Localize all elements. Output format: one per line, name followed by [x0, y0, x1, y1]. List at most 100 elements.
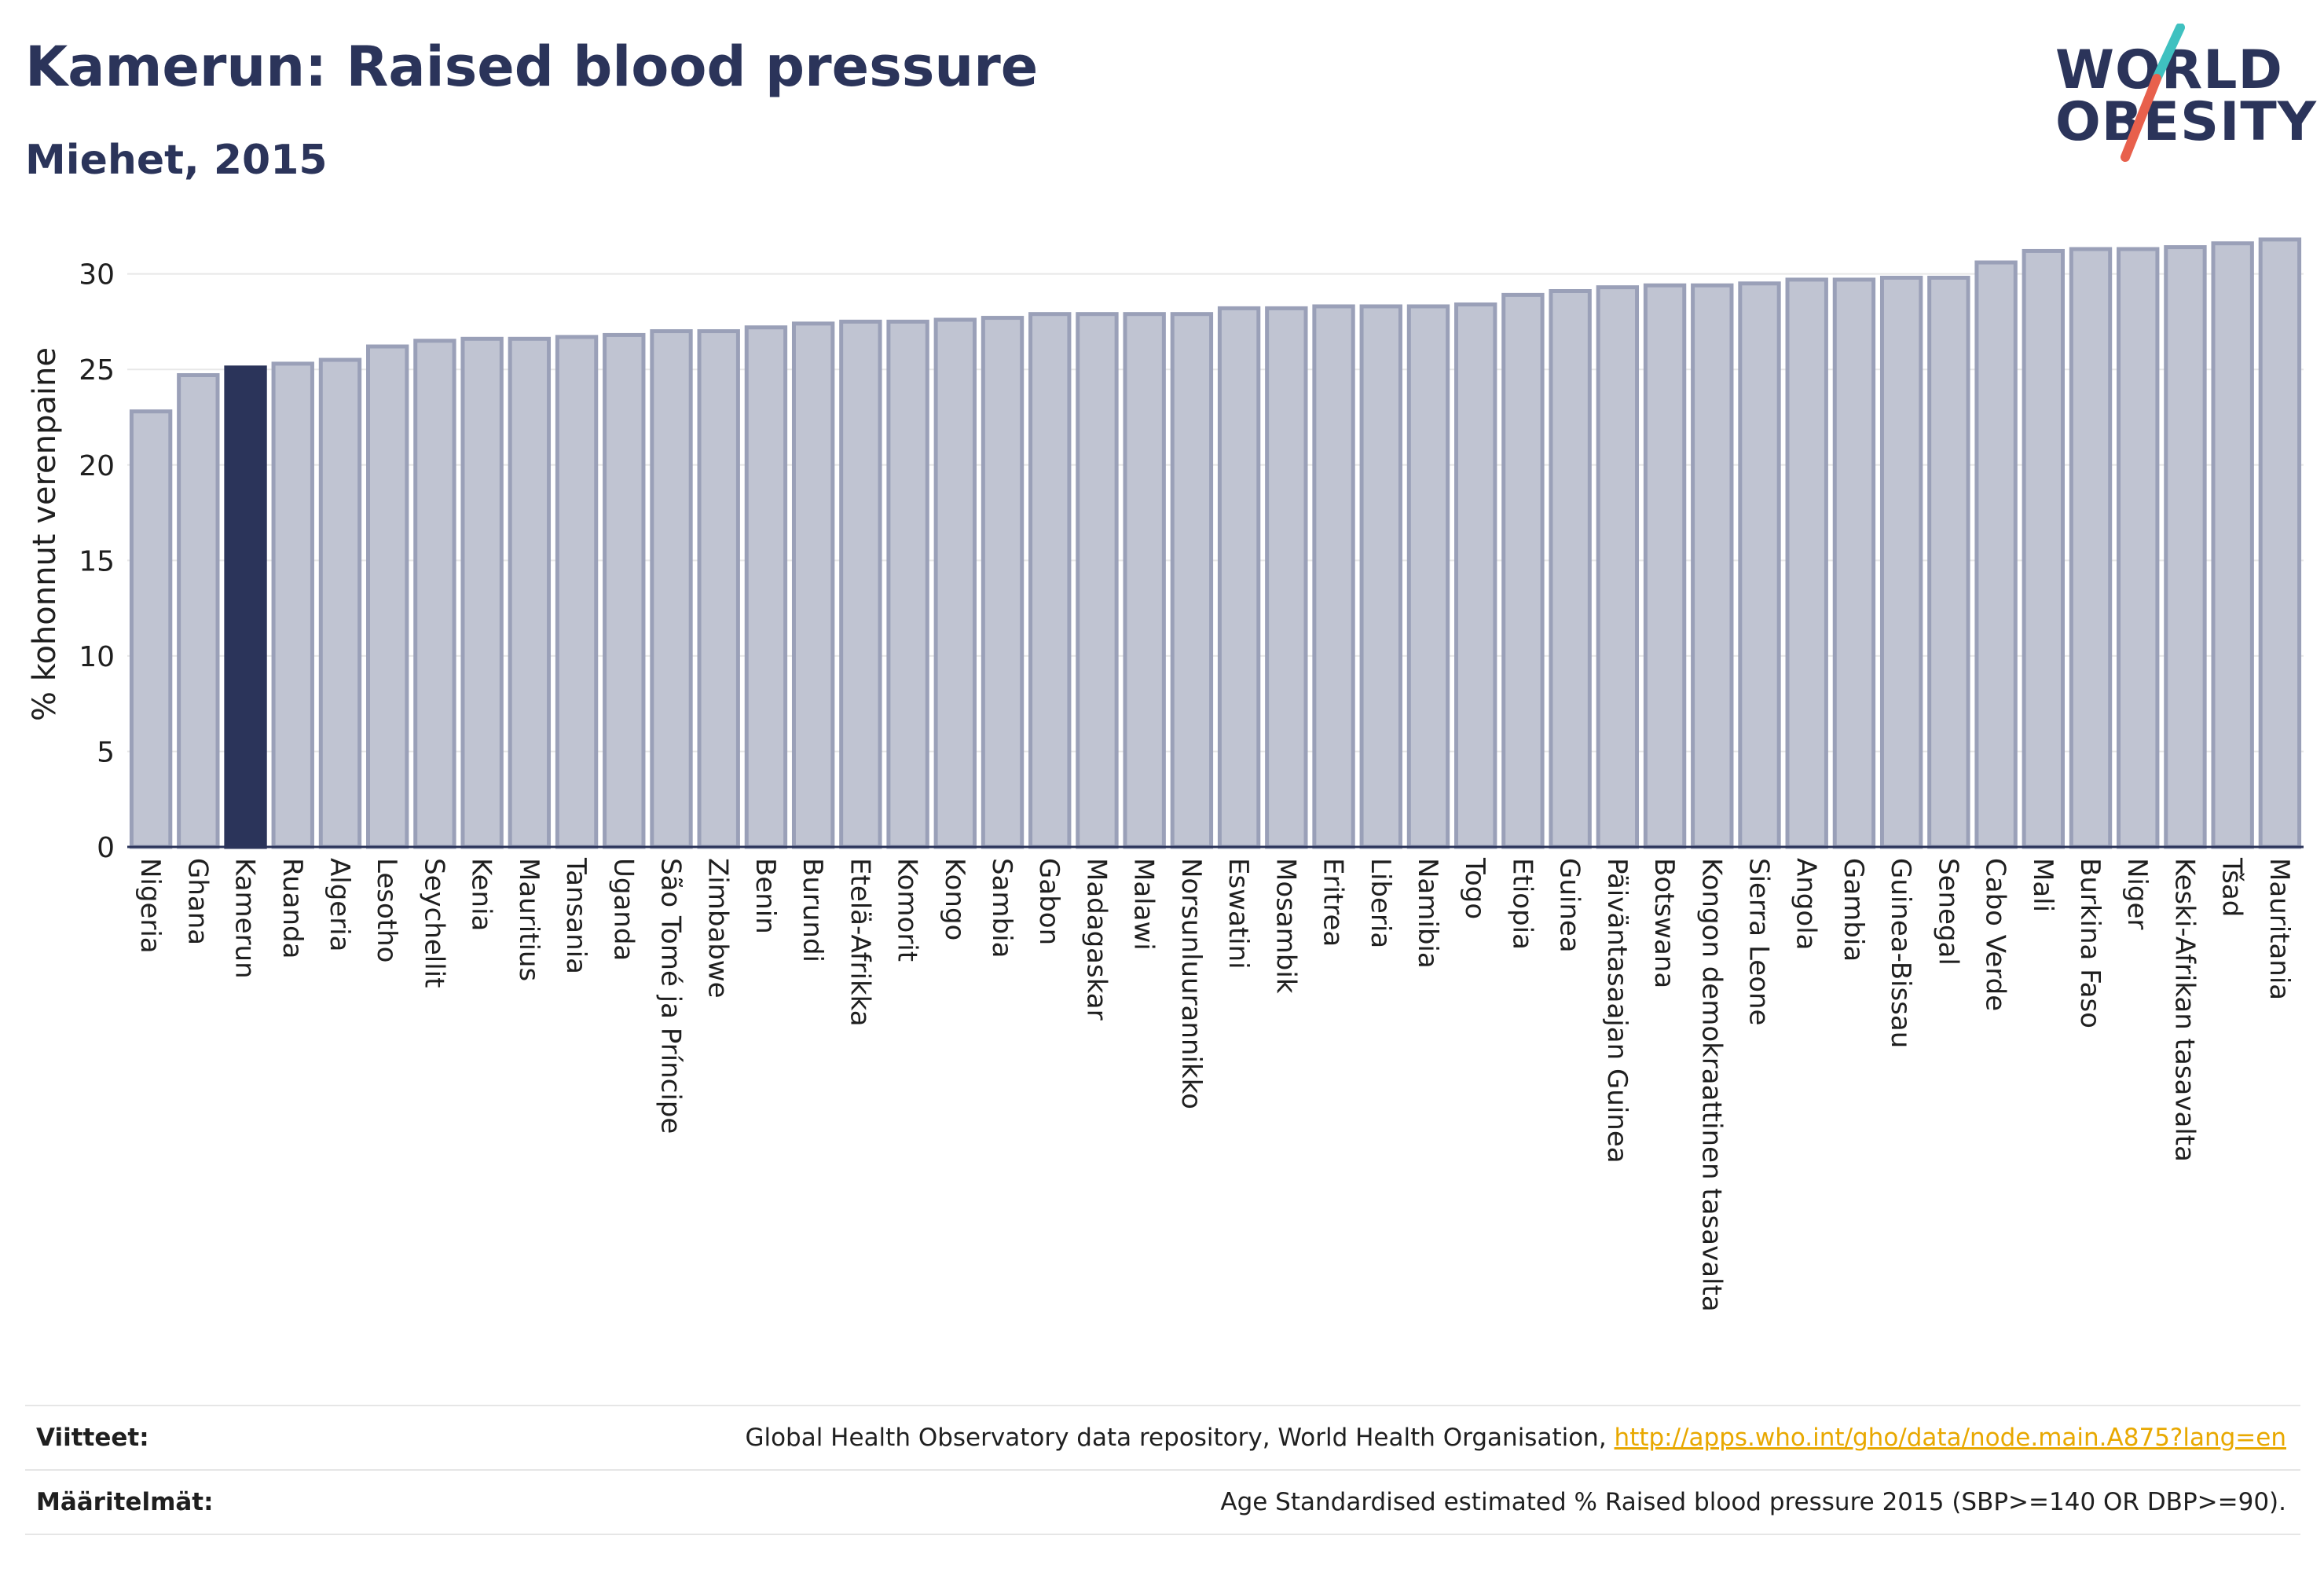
x-tick-label: São Tomé ja Príncipe	[655, 858, 687, 1134]
bar-s-o-tomé-ja-príncipe[interactable]	[650, 329, 693, 849]
bar-kamerun[interactable]	[224, 365, 267, 849]
x-tick-label: Mali	[2027, 858, 2058, 912]
bar-etiopia[interactable]	[1501, 292, 1545, 849]
axes: 0 5 10 15 20 25 30	[79, 259, 2304, 864]
category-labels: Nigeria Ghana Kamerun Ruanda Algeria Lesotho S…	[134, 857, 2295, 1312]
bar-mosambik[interactable]	[1265, 306, 1308, 849]
definitions-row: Määritelmät: Age Standardised estimated …	[25, 1469, 2300, 1534]
bar-gabon[interactable]	[1028, 312, 1072, 849]
sources-label: Viitteet:	[36, 1424, 149, 1452]
bar-burundi[interactable]	[791, 321, 835, 849]
x-tick-label: Guinea-Bissau	[1885, 858, 1916, 1048]
bar-niger[interactable]	[2117, 247, 2160, 849]
y-tick-label: 5	[97, 736, 115, 768]
bar-cabo-verde[interactable]	[1974, 260, 2018, 849]
x-tick-label: Malawi	[1128, 858, 1160, 951]
bar-mali[interactable]	[2022, 248, 2065, 849]
x-tick-label: Senegal	[1932, 858, 1963, 966]
bar-mauritania[interactable]	[2258, 237, 2302, 849]
bar-malawi[interactable]	[1123, 312, 1166, 849]
bar-angola[interactable]	[1785, 277, 1828, 849]
bar-liberia[interactable]	[1359, 304, 1402, 849]
x-tick-label: Komorit	[892, 858, 923, 962]
x-tick-label: Mauritius	[513, 858, 544, 981]
bar-algeria[interactable]	[318, 357, 362, 849]
x-tick-label: Etiopia	[1506, 858, 1538, 950]
bar-keski-afrikan-tasavalta[interactable]	[2164, 245, 2207, 849]
bar-eritrea[interactable]	[1312, 304, 1355, 849]
x-tick-label: Uganda	[607, 858, 639, 961]
x-tick-label: Madagaskar	[1080, 858, 1112, 1021]
x-tick-label: Zimbabwe	[702, 858, 734, 999]
x-tick-label: Burundi	[797, 858, 828, 962]
bar-gambia[interactable]	[1832, 277, 1876, 849]
x-tick-label: Gambia	[1838, 858, 1869, 962]
definitions-label: Määritelmät:	[36, 1488, 214, 1516]
bar-senegal[interactable]	[1927, 275, 1970, 849]
bar-norsunluurannikko[interactable]	[1170, 312, 1214, 849]
x-tick-label: Ghana	[181, 858, 213, 945]
bar-nigeria[interactable]	[129, 409, 173, 849]
bar-chart: 0 5 10 15 20 25 30 Nigeria Ghana Kamerun Ruanda Al…	[27, 237, 2304, 1312]
logo-slash-icon	[2121, 24, 2185, 162]
x-tick-label: Liberia	[1365, 858, 1396, 948]
sources-link[interactable]: http://apps.who.int/gho/data/node.main.A…	[1614, 1424, 2286, 1452]
y-tick-label: 20	[79, 450, 115, 482]
world-obesity-logo: WORLD OBESITY	[2043, 24, 2316, 173]
x-tick-label: Burkina Faso	[2074, 858, 2106, 1028]
bar-ruanda[interactable]	[271, 361, 314, 849]
bar-guinea-bissau[interactable]	[1879, 275, 1923, 849]
x-tick-label: Tansania	[560, 857, 592, 974]
y-tick-label: 0	[97, 832, 115, 864]
bar-burkina-faso[interactable]	[2069, 247, 2113, 849]
y-tick-label: 10	[79, 641, 115, 673]
bar-sierra-leone[interactable]	[1738, 281, 1781, 849]
bar-seychellit[interactable]	[413, 339, 456, 849]
x-tick-label: Sierra Leone	[1743, 858, 1775, 1025]
chart-title: Kamerun: Raised blood pressure	[25, 35, 1039, 99]
bar-t-ad[interactable]	[2211, 241, 2254, 849]
bar-botswana[interactable]	[1643, 283, 1687, 849]
x-tick-label: Niger	[2121, 858, 2153, 929]
bar-kongon-demokraattinen-tasavalta[interactable]	[1691, 283, 1734, 849]
bar-namibia[interactable]	[1406, 304, 1450, 849]
x-tick-label: Botswana	[1648, 858, 1680, 988]
bar-kenia[interactable]	[460, 336, 504, 849]
bar-uganda[interactable]	[603, 332, 646, 849]
x-tick-label: Algeria	[324, 858, 355, 951]
bar-lesotho[interactable]	[366, 344, 409, 849]
x-tick-label: Cabo Verde	[1980, 858, 2011, 1011]
bar-komorit[interactable]	[886, 319, 929, 849]
bars	[129, 237, 2302, 849]
bar-ghana[interactable]	[177, 372, 220, 849]
x-tick-label: Etelä-Afrikka	[844, 858, 875, 1027]
bar-togo[interactable]	[1454, 302, 1497, 849]
logo-line-2: OBESITY	[2055, 91, 2317, 153]
bar-madagaskar[interactable]	[1076, 312, 1119, 849]
x-tick-label: Togo	[1459, 857, 1490, 919]
x-tick-label: Eritrea	[1318, 858, 1349, 947]
bar-sambia[interactable]	[981, 316, 1025, 849]
bar-kongo[interactable]	[933, 317, 977, 849]
bar-zimbabwe[interactable]	[697, 329, 740, 849]
x-tick-label: Mosambik	[1270, 858, 1301, 994]
x-tick-label: Benin	[750, 858, 781, 934]
x-tick-label: Guinea	[1554, 858, 1585, 953]
chart-subtitle: Miehet, 2015	[25, 137, 328, 184]
x-tick-label: Kongon demokraattinen tasavalta	[1695, 858, 1727, 1312]
bar-etelä-afrikka[interactable]	[839, 319, 882, 849]
x-tick-label: Päiväntasaajan Guinea	[1601, 858, 1633, 1164]
bar-mauritius[interactable]	[508, 336, 552, 849]
x-tick-label: Namibia	[1412, 858, 1443, 969]
y-tick-label: 25	[79, 354, 115, 387]
bar-guinea[interactable]	[1549, 289, 1592, 849]
x-tick-label: Gabon	[1033, 858, 1065, 945]
bar-päiväntasaajan-guinea[interactable]	[1596, 285, 1640, 849]
bar-tansania[interactable]	[555, 335, 599, 849]
bar-eswatini[interactable]	[1217, 306, 1261, 849]
x-tick-label: Seychellit	[418, 858, 449, 988]
x-tick-label: Kenia	[466, 858, 497, 931]
x-tick-label: Lesotho	[371, 858, 402, 962]
bar-benin[interactable]	[744, 325, 788, 849]
x-tick-label: Kongo	[939, 858, 970, 940]
